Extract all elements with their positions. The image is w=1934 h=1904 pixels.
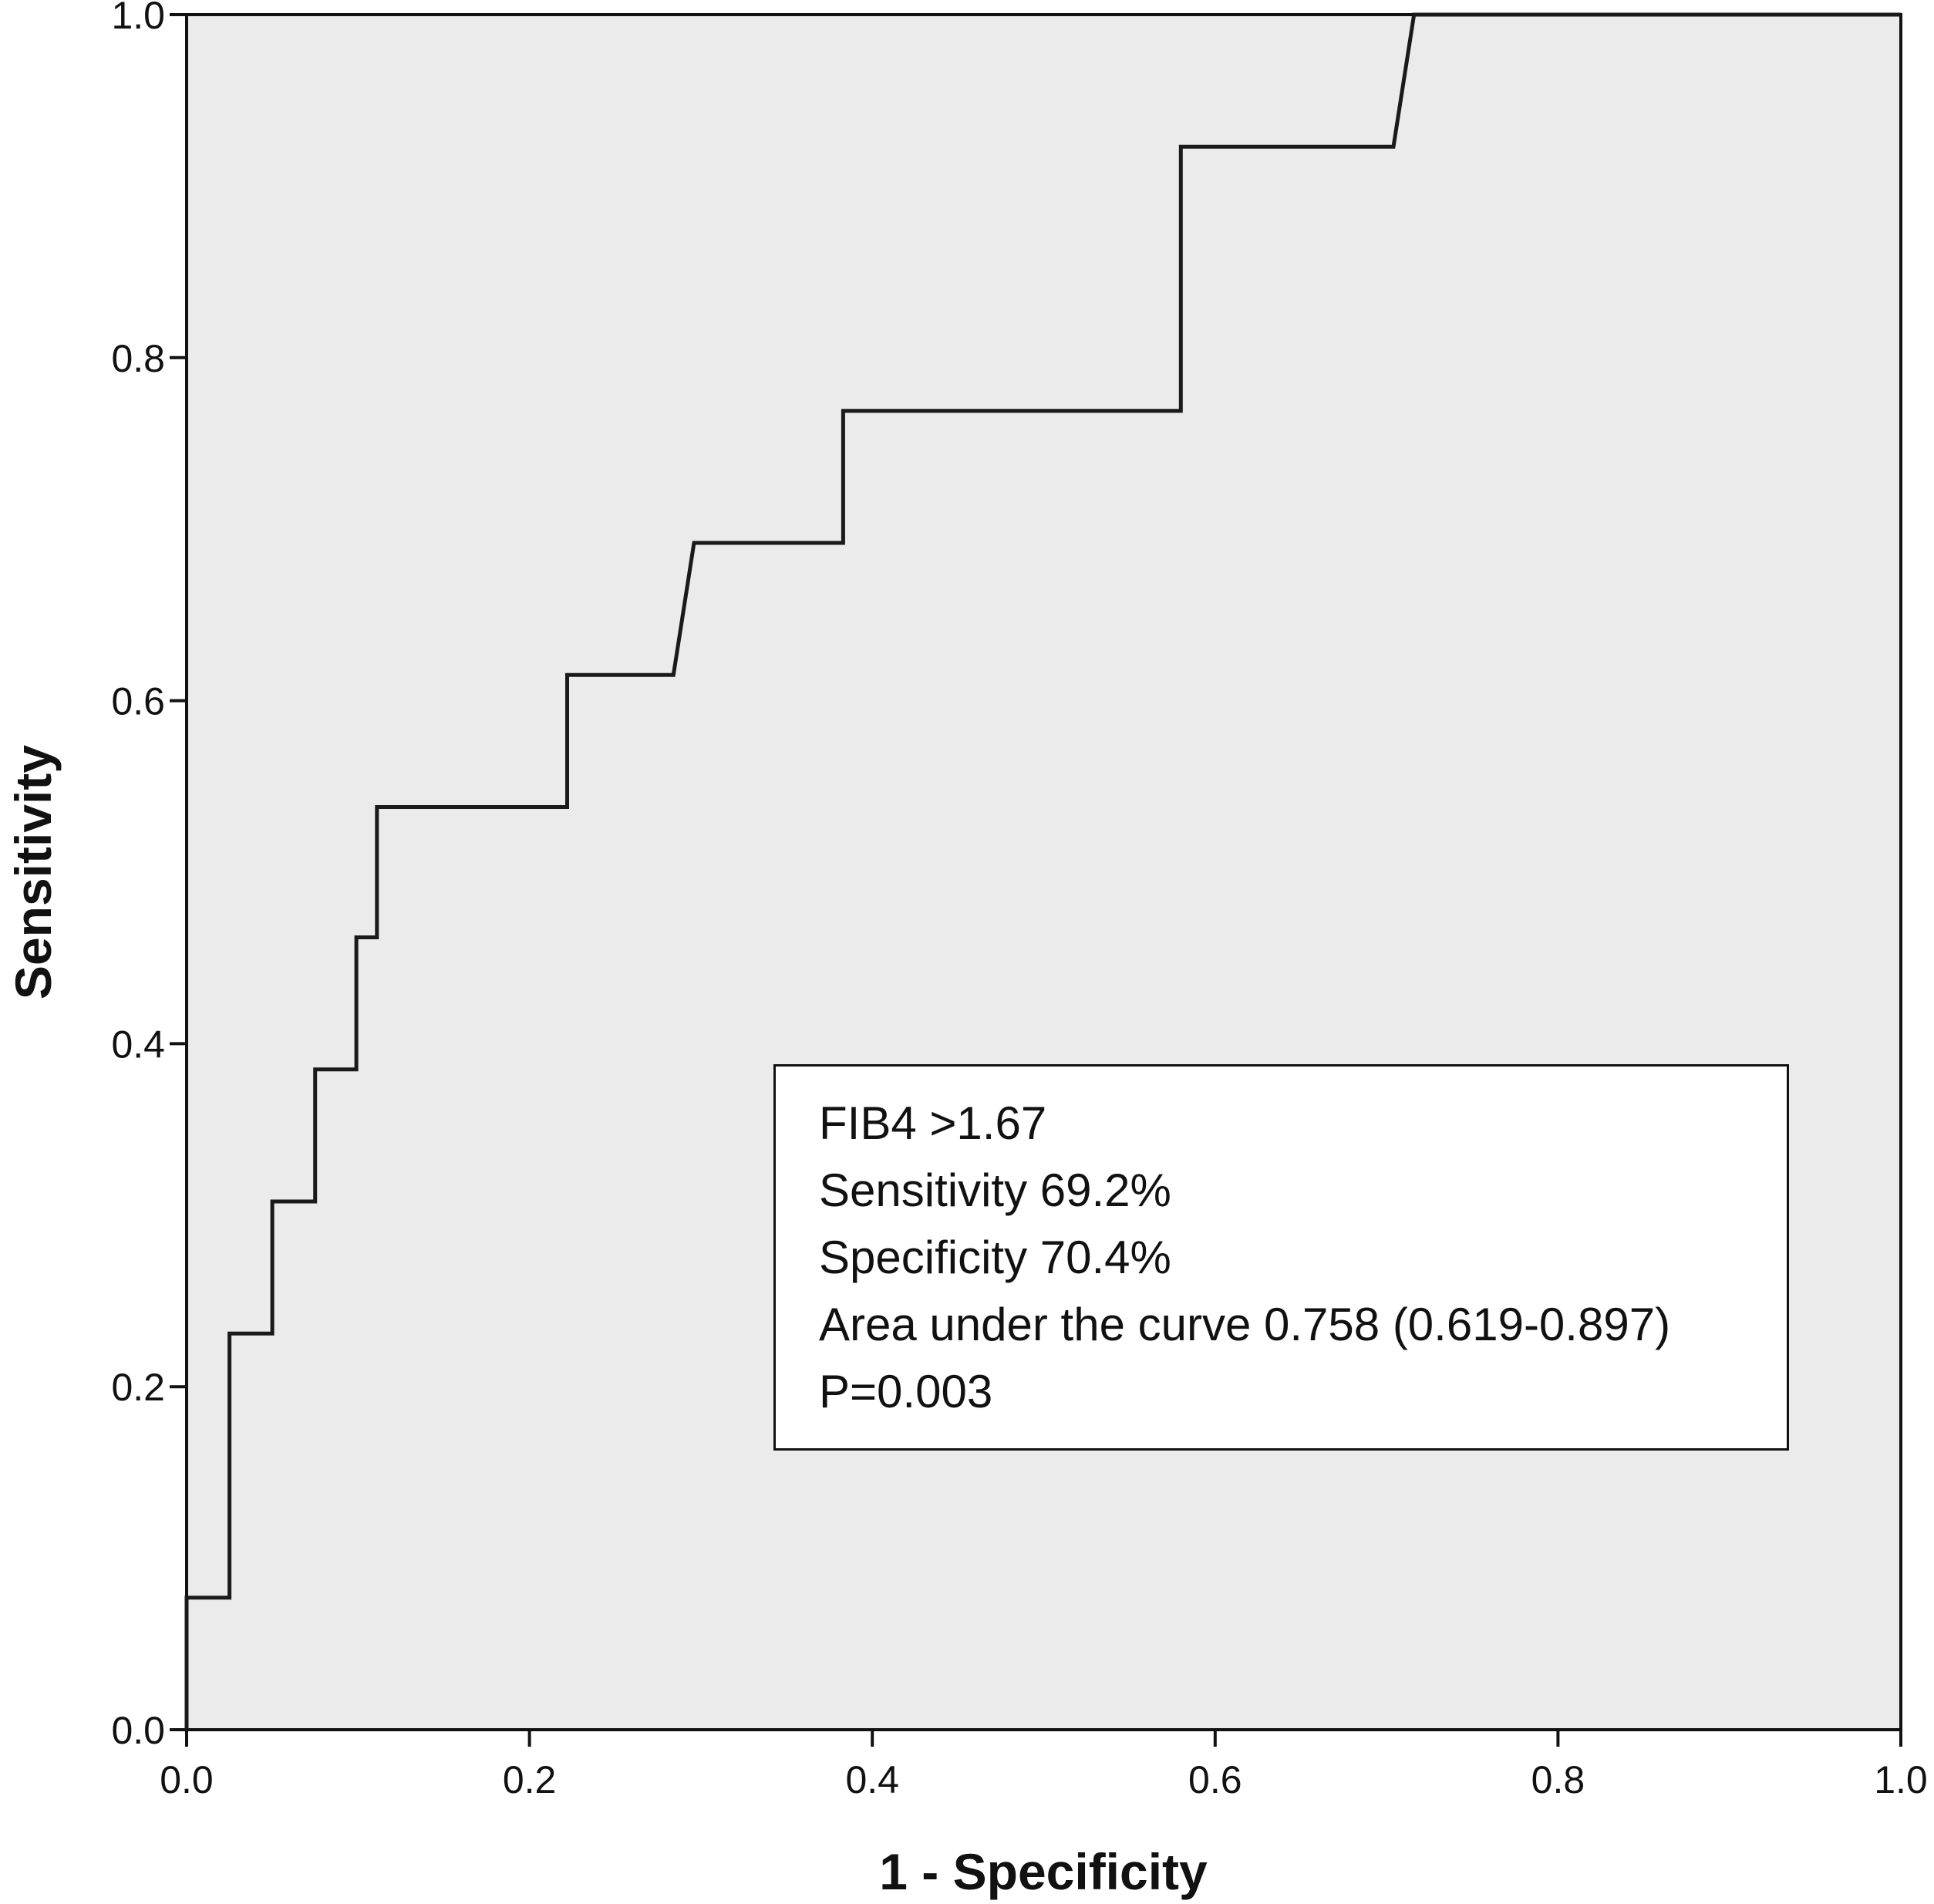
- y-tick-label: 0.2: [111, 1366, 165, 1409]
- legend-box: FIB4 >1.67 Sensitivity 69.2% Specificity…: [773, 1064, 1789, 1451]
- y-tick-label: 0.6: [111, 680, 165, 723]
- annotation-auc: Area under the curve 0.758 (0.619-0.897): [819, 1299, 1671, 1350]
- x-tick-label: 0.4: [845, 1758, 899, 1801]
- y-tick-label: 0.8: [111, 337, 165, 380]
- annotation-cutoff: FIB4 >1.67: [819, 1097, 1047, 1149]
- annotation-p-value: P=0.003: [819, 1366, 993, 1417]
- y-tick-label: 0.4: [111, 1023, 165, 1066]
- annotation-specificity: Specificity 70.4%: [819, 1232, 1171, 1283]
- x-tick-label: 0.2: [503, 1758, 557, 1801]
- y-tick-label: 0.0: [111, 1709, 165, 1752]
- x-tick-label: 0.0: [160, 1758, 214, 1801]
- roc-curve-line: [184, 12, 1901, 1730]
- plot-area: [185, 13, 1902, 1731]
- x-tick-label: 0.6: [1188, 1758, 1242, 1801]
- y-axis-label: Sensitivity: [5, 745, 62, 999]
- x-axis-label: 1 - Specificity: [879, 1843, 1208, 1900]
- annotation-sensitivity: Sensitivity 69.2%: [819, 1164, 1171, 1216]
- x-tick-label: 1.0: [1874, 1758, 1928, 1801]
- y-tick-label: 1.0: [111, 0, 165, 37]
- x-tick-label: 0.8: [1531, 1758, 1585, 1801]
